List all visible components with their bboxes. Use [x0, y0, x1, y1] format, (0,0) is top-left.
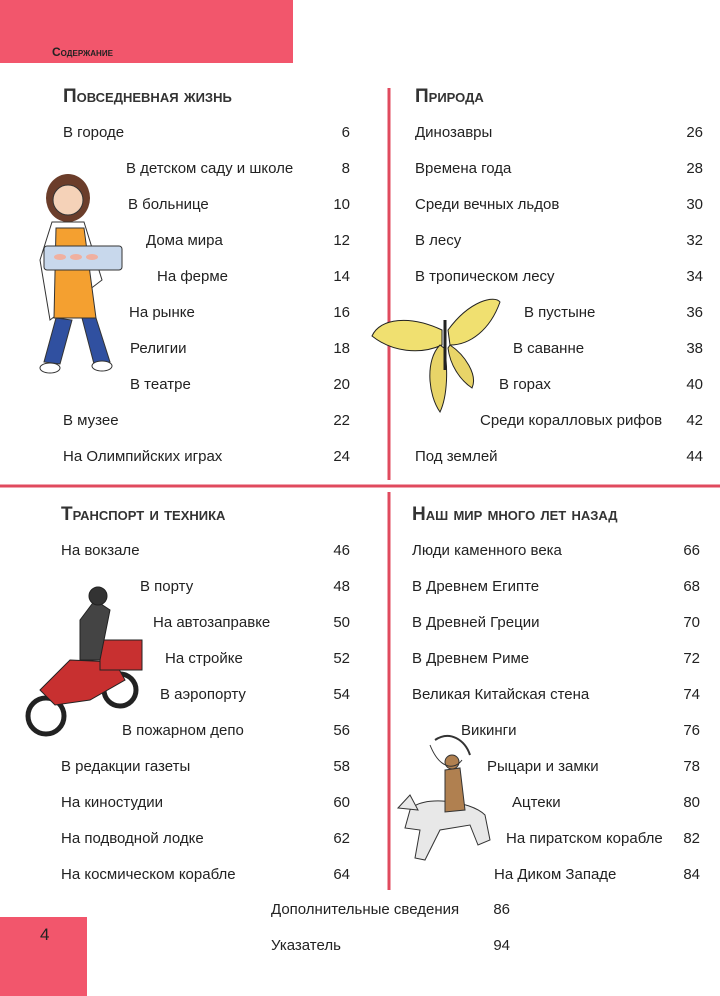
entry-page: 54	[333, 686, 350, 703]
entry-label: В порту	[140, 578, 194, 595]
entry-label: На Олимпийских играх	[63, 448, 223, 465]
entry-page: 64	[333, 866, 350, 883]
entry-page: 48	[333, 578, 350, 595]
entry-label: На рынке	[129, 304, 195, 321]
entry-page: 18	[333, 340, 350, 357]
entry-page: 6	[341, 124, 350, 141]
entry-page: 52	[333, 650, 350, 667]
entry-page: 72	[683, 650, 700, 667]
entry-page: 46	[333, 542, 350, 559]
entry-label: В аэропорту	[160, 686, 246, 703]
entry-label: Религии	[130, 340, 187, 357]
entry-page: 16	[333, 304, 350, 321]
entry-page: 70	[683, 614, 700, 631]
entry-label: В горах	[499, 376, 551, 393]
entry-page: 82	[683, 830, 700, 847]
entry-label: В Древней Греции	[412, 614, 540, 631]
entry-page: 24	[333, 448, 350, 465]
entry-page: 40	[686, 376, 703, 393]
entry-page: 80	[683, 794, 700, 811]
entry-page: 68	[683, 578, 700, 595]
entry-page: 36	[686, 304, 703, 321]
entry-page: 10	[333, 196, 350, 213]
entry-label: В тропическом лесу	[415, 268, 555, 285]
section-title: Повседневная жизнь	[63, 86, 232, 107]
entry-page: 58	[333, 758, 350, 775]
entry-label: Дополнительные сведения	[271, 901, 460, 918]
entry-label: На пиратском корабле	[506, 830, 663, 847]
entry-label: В пожарном депо	[122, 722, 244, 739]
entry-page: 44	[686, 448, 703, 465]
entry-label: В городе	[63, 124, 125, 141]
entry-page: 34	[686, 268, 703, 285]
entry-label: В лесу	[415, 232, 462, 249]
entry-label: В Древнем Риме	[412, 650, 530, 667]
section-title: Наш мир много лет назад	[412, 504, 618, 525]
footer-band	[0, 917, 87, 996]
butterfly-illustration	[371, 298, 501, 413]
header-band	[0, 0, 293, 63]
entry-label: Люди каменного века	[412, 542, 562, 559]
entry-label: Под землей	[415, 448, 498, 465]
section-title: Природа	[415, 86, 484, 107]
entry-label: В саванне	[513, 340, 585, 357]
entry-label: На ферме	[157, 268, 229, 285]
entry-page: 22	[333, 412, 350, 429]
entry-label: Динозавры	[415, 124, 493, 141]
entry-label: На стройке	[165, 650, 243, 667]
section-title: Транспорт и техника	[61, 504, 226, 525]
entry-label: Викинги	[461, 722, 517, 739]
entry-page: 26	[686, 124, 703, 141]
entry-page: 60	[333, 794, 350, 811]
entry-label: На подводной лодке	[61, 830, 204, 847]
entry-page: 56	[333, 722, 350, 739]
entry-label: В музее	[63, 412, 119, 429]
entry-label: Рыцари и замки	[487, 758, 599, 775]
entry-label: Среди вечных льдов	[415, 196, 560, 213]
entry-label: В редакции газеты	[61, 758, 191, 775]
header-label: Содержание	[52, 45, 113, 59]
entry-label: На Диком Западе	[494, 866, 617, 883]
entry-page: 12	[333, 232, 350, 249]
entry-page: 50	[333, 614, 350, 631]
entry-label: На киностудии	[61, 794, 163, 811]
rider-illustration	[396, 735, 491, 861]
entry-label: Великая Китайская стена	[412, 686, 590, 703]
entry-page: 94	[493, 937, 510, 954]
entry-label: Ацтеки	[512, 794, 561, 811]
entry-label: В пустыне	[524, 304, 596, 321]
entry-label: На автозаправке	[153, 614, 271, 631]
entry-page: 42	[686, 412, 703, 429]
entry-page: 66	[683, 542, 700, 559]
entry-page: 84	[683, 866, 700, 883]
entry-label: В Древнем Египте	[412, 578, 540, 595]
entry-label: Времена года	[415, 160, 512, 177]
motorcycle-illustration	[25, 586, 143, 737]
entry-label: Среди коралловых рифов	[480, 412, 663, 429]
entry-page: 74	[683, 686, 700, 703]
entry-page: 30	[686, 196, 703, 213]
entry-page: 32	[686, 232, 703, 249]
entry-label: На вокзале	[61, 542, 140, 559]
page-number: 4	[40, 925, 50, 944]
entry-label: На космическом корабле	[61, 866, 236, 883]
entry-label: В больнице	[128, 196, 209, 213]
entry-page: 78	[683, 758, 700, 775]
entry-page: 76	[683, 722, 700, 739]
entry-page: 62	[333, 830, 350, 847]
entry-page: 8	[341, 160, 350, 177]
entry-page: 38	[686, 340, 703, 357]
entry-page: 14	[333, 268, 350, 285]
entry-page: 20	[333, 376, 350, 393]
entry-label: В детском саду и школе	[126, 160, 294, 177]
entry-page: 86	[493, 901, 510, 918]
entry-label: Дома мира	[146, 232, 223, 249]
entry-label: Указатель	[271, 937, 341, 954]
girl-illustration	[39, 174, 123, 374]
entry-label: В театре	[130, 376, 191, 393]
entry-page: 28	[686, 160, 703, 177]
